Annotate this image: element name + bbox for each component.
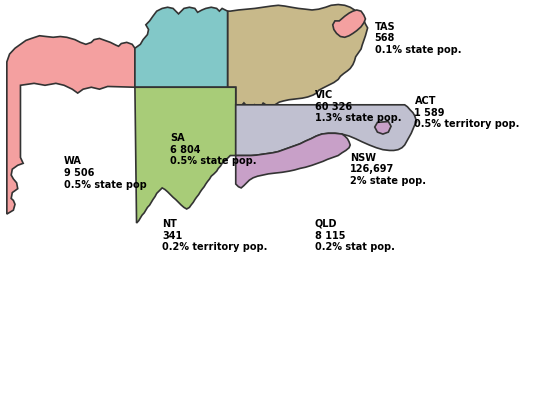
Text: VIC
60 326
1.3% state pop.: VIC 60 326 1.3% state pop. xyxy=(315,90,402,123)
Text: WA
9 506
0.5% state pop: WA 9 506 0.5% state pop xyxy=(64,156,147,190)
Text: NSW
126,697
2% state pop.: NSW 126,697 2% state pop. xyxy=(350,152,426,186)
Polygon shape xyxy=(135,7,228,87)
Polygon shape xyxy=(375,121,391,134)
Text: TAS
568
0.1% state pop.: TAS 568 0.1% state pop. xyxy=(375,22,461,55)
Polygon shape xyxy=(228,4,367,111)
Text: ACT
1 589
0.5% territory pop.: ACT 1 589 0.5% territory pop. xyxy=(415,96,520,129)
Polygon shape xyxy=(236,105,417,156)
Text: QLD
8 115
0.2% stat pop.: QLD 8 115 0.2% stat pop. xyxy=(315,219,395,252)
Polygon shape xyxy=(236,133,350,188)
Text: NT
341
0.2% territory pop.: NT 341 0.2% territory pop. xyxy=(162,219,267,252)
Polygon shape xyxy=(7,36,135,214)
Polygon shape xyxy=(135,87,236,223)
Text: SA
6 804
0.5% state pop.: SA 6 804 0.5% state pop. xyxy=(170,133,257,166)
Polygon shape xyxy=(333,10,365,37)
